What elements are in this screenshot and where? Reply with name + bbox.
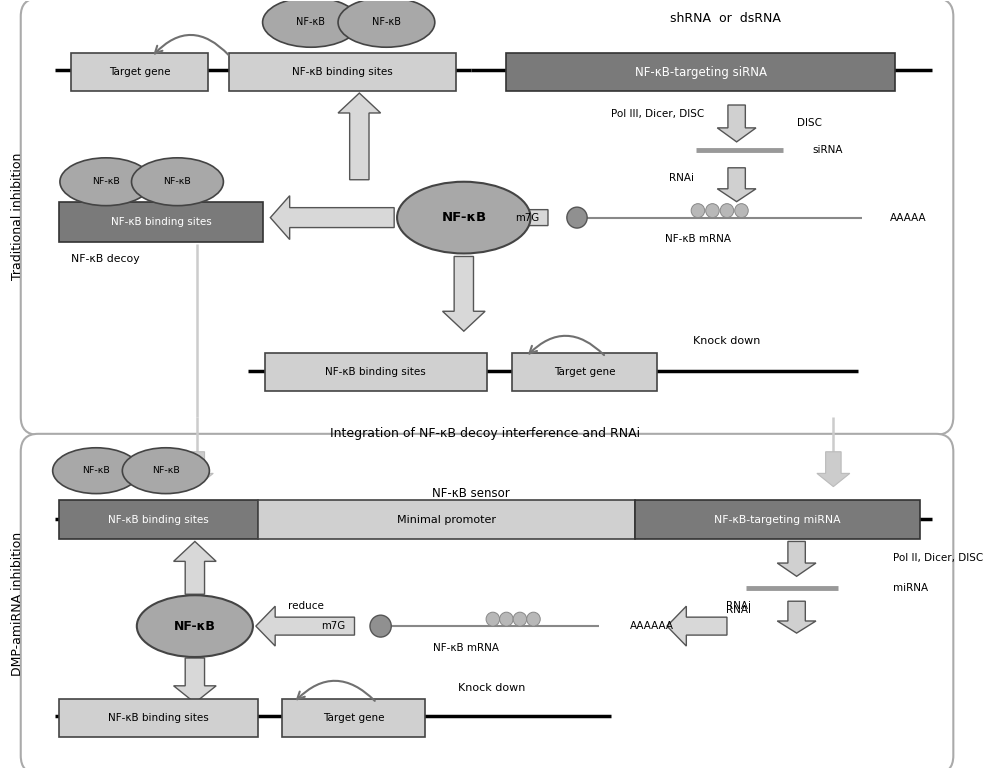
Text: DISC: DISC	[797, 118, 822, 128]
Text: NF-κB: NF-κB	[441, 211, 486, 224]
Polygon shape	[717, 105, 756, 141]
Ellipse shape	[338, 0, 435, 47]
Ellipse shape	[500, 612, 513, 626]
Text: siRNA: siRNA	[812, 145, 843, 155]
Text: NF-κB binding sites: NF-κB binding sites	[292, 67, 393, 77]
Ellipse shape	[137, 595, 253, 657]
Polygon shape	[717, 168, 756, 201]
Text: RNAi: RNAi	[726, 605, 751, 615]
Ellipse shape	[527, 612, 540, 626]
Ellipse shape	[53, 448, 140, 494]
Text: RNAi: RNAi	[669, 173, 694, 183]
Polygon shape	[504, 200, 548, 235]
FancyBboxPatch shape	[59, 201, 263, 241]
FancyBboxPatch shape	[59, 500, 258, 539]
Ellipse shape	[735, 204, 748, 218]
Text: AAAAA: AAAAA	[889, 212, 926, 222]
Ellipse shape	[122, 448, 209, 494]
Polygon shape	[270, 195, 394, 239]
Text: reduce: reduce	[288, 601, 324, 611]
Text: NF-κB binding sites: NF-κB binding sites	[108, 514, 209, 524]
Text: NF-κB binding sites: NF-κB binding sites	[325, 367, 426, 377]
Polygon shape	[256, 606, 354, 646]
Text: NF-κB: NF-κB	[372, 18, 401, 28]
Text: NF-κB: NF-κB	[296, 18, 325, 28]
Ellipse shape	[567, 207, 587, 228]
Text: NF-κB decoy: NF-κB decoy	[71, 255, 140, 265]
Text: Knock down: Knock down	[458, 683, 525, 693]
Text: AAAAAA: AAAAAA	[630, 621, 674, 631]
Text: Integration of NF-κB decoy interference and RNAi: Integration of NF-κB decoy interference …	[330, 428, 640, 441]
Text: NF-κB binding sites: NF-κB binding sites	[108, 713, 209, 723]
FancyBboxPatch shape	[59, 699, 258, 737]
Text: NF-κB: NF-κB	[152, 466, 180, 475]
Text: NF-κB sensor: NF-κB sensor	[432, 487, 509, 500]
Text: NF-κB: NF-κB	[82, 466, 110, 475]
Text: NF-κB mRNA: NF-κB mRNA	[665, 234, 731, 244]
FancyBboxPatch shape	[258, 500, 635, 539]
FancyBboxPatch shape	[282, 699, 425, 737]
Text: m7G: m7G	[515, 212, 539, 222]
Text: NF-κB: NF-κB	[92, 177, 120, 186]
Ellipse shape	[720, 204, 734, 218]
Text: m7G: m7G	[321, 621, 345, 631]
FancyBboxPatch shape	[71, 53, 208, 91]
Text: NF-κB binding sites: NF-κB binding sites	[111, 217, 211, 227]
Text: miRNA: miRNA	[893, 583, 928, 593]
Text: Target gene: Target gene	[109, 67, 170, 77]
Text: NF-κB: NF-κB	[174, 620, 216, 633]
FancyBboxPatch shape	[21, 434, 953, 769]
Ellipse shape	[370, 615, 391, 637]
Ellipse shape	[60, 158, 152, 205]
FancyBboxPatch shape	[512, 353, 657, 391]
Polygon shape	[777, 541, 816, 576]
Ellipse shape	[263, 0, 359, 47]
Polygon shape	[443, 257, 485, 331]
Text: Pol III, Dicer, DISC: Pol III, Dicer, DISC	[611, 109, 704, 119]
Text: RNAi: RNAi	[726, 601, 751, 611]
Text: NF-κB: NF-κB	[164, 177, 191, 186]
Polygon shape	[180, 451, 213, 487]
Polygon shape	[777, 601, 816, 633]
FancyBboxPatch shape	[229, 53, 456, 91]
Text: Pol II, Dicer, DISC: Pol II, Dicer, DISC	[893, 554, 984, 564]
FancyBboxPatch shape	[265, 353, 487, 391]
Polygon shape	[174, 541, 216, 594]
Polygon shape	[667, 606, 727, 646]
Text: Minimal promoter: Minimal promoter	[397, 514, 496, 524]
Ellipse shape	[513, 612, 527, 626]
Text: shRNA  or  dsRNA: shRNA or dsRNA	[670, 12, 780, 25]
Ellipse shape	[486, 612, 500, 626]
FancyBboxPatch shape	[635, 500, 920, 539]
Ellipse shape	[706, 204, 719, 218]
Text: Knock down: Knock down	[693, 336, 760, 346]
FancyBboxPatch shape	[21, 0, 953, 434]
Polygon shape	[817, 451, 850, 487]
Ellipse shape	[132, 158, 223, 205]
Text: Traditional inhibition: Traditional inhibition	[11, 153, 24, 280]
Text: DMP-amiRNA inhibition: DMP-amiRNA inhibition	[11, 532, 24, 676]
Polygon shape	[338, 93, 381, 180]
Polygon shape	[174, 658, 216, 703]
Ellipse shape	[397, 181, 531, 254]
FancyBboxPatch shape	[506, 53, 895, 91]
Text: Target gene: Target gene	[554, 367, 615, 377]
Text: Target gene: Target gene	[323, 713, 384, 723]
Text: NF-κB-targeting miRNA: NF-κB-targeting miRNA	[714, 514, 841, 524]
Text: NF-κB mRNA: NF-κB mRNA	[433, 643, 499, 653]
Text: NF-κB-targeting siRNA: NF-κB-targeting siRNA	[635, 65, 767, 78]
Ellipse shape	[691, 204, 705, 218]
